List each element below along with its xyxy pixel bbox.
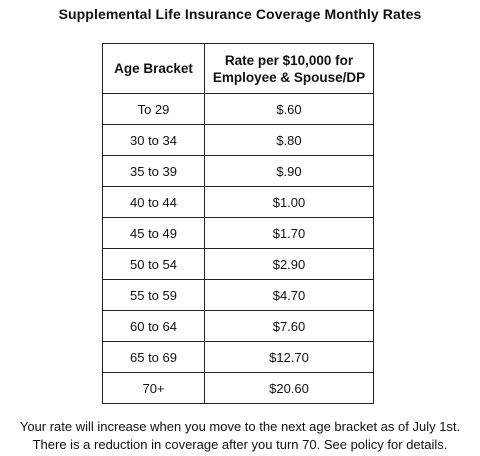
table-row: 50 to 54 $2.90 xyxy=(102,248,374,280)
table-row: 70+ $20.60 xyxy=(102,372,374,404)
table-row: 30 to 34 $.80 xyxy=(102,124,374,156)
table-row: 35 to 39 $.90 xyxy=(102,155,374,187)
age-bracket-cell: 70+ xyxy=(102,372,205,404)
rate-cell: $7.60 xyxy=(204,310,374,342)
rate-cell: $20.60 xyxy=(204,372,374,404)
rate-cell: $1.00 xyxy=(204,186,374,218)
age-bracket-cell: 50 to 54 xyxy=(102,248,205,280)
rate-cell: $.80 xyxy=(204,124,374,156)
table-row: 45 to 49 $1.70 xyxy=(102,217,374,249)
header-age-bracket: Age Bracket xyxy=(102,43,205,94)
age-bracket-cell: 65 to 69 xyxy=(102,341,205,373)
page-title: Supplemental Life Insurance Coverage Mon… xyxy=(58,6,422,22)
age-bracket-cell: 40 to 44 xyxy=(102,186,205,218)
rate-cell: $4.70 xyxy=(204,279,374,311)
footnote-line-rate-increase: Your rate will increase when you move to… xyxy=(19,419,461,434)
footnote: Your rate will increase when you move to… xyxy=(0,418,480,454)
rate-cell: $1.70 xyxy=(204,217,374,249)
header-rate: Rate per $10,000 for Employee & Spouse/D… xyxy=(204,43,374,94)
table-row: 55 to 59 $4.70 xyxy=(102,279,374,311)
table-header-row: Age Bracket Rate per $10,000 for Employe… xyxy=(102,43,374,94)
footnote-line-coverage-reduction: There is a reduction in coverage after y… xyxy=(32,437,448,452)
rates-table: Age Bracket Rate per $10,000 for Employe… xyxy=(102,43,374,404)
age-bracket-cell: 30 to 34 xyxy=(102,124,205,156)
age-bracket-cell: 45 to 49 xyxy=(102,217,205,249)
rate-cell: $.90 xyxy=(204,155,374,187)
age-bracket-cell: 35 to 39 xyxy=(102,155,205,187)
table-row: 40 to 44 $1.00 xyxy=(102,186,374,218)
age-bracket-cell: 60 to 64 xyxy=(102,310,205,342)
rate-cell: $.60 xyxy=(204,93,374,125)
table-row: To 29 $.60 xyxy=(102,93,374,125)
rate-cell: $12.70 xyxy=(204,341,374,373)
age-bracket-cell: To 29 xyxy=(102,93,205,125)
table-row: 60 to 64 $7.60 xyxy=(102,310,374,342)
rate-cell: $2.90 xyxy=(204,248,374,280)
age-bracket-cell: 55 to 59 xyxy=(102,279,205,311)
table-row: 65 to 69 $12.70 xyxy=(102,341,374,373)
